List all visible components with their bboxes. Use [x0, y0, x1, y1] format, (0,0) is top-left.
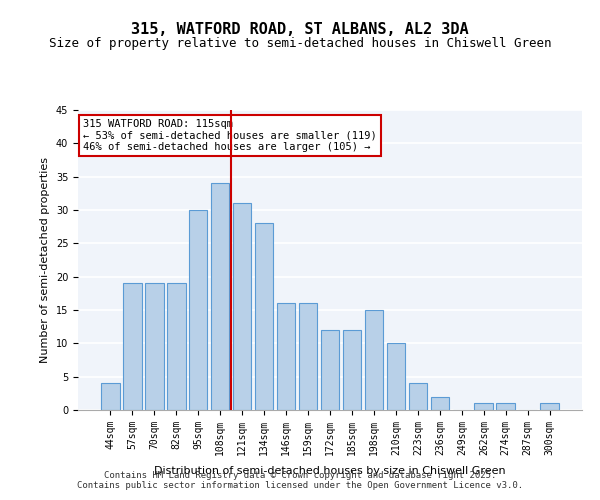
Text: 315, WATFORD ROAD, ST ALBANS, AL2 3DA: 315, WATFORD ROAD, ST ALBANS, AL2 3DA	[131, 22, 469, 38]
Bar	[431, 396, 449, 410]
Text: Size of property relative to semi-detached houses in Chiswell Green: Size of property relative to semi-detach…	[49, 38, 551, 51]
Bar	[233, 204, 251, 410]
Bar	[475, 404, 493, 410]
Bar	[211, 184, 229, 410]
Bar	[145, 284, 164, 410]
Bar	[123, 284, 142, 410]
Bar	[541, 404, 559, 410]
Bar	[167, 284, 185, 410]
Bar	[189, 210, 208, 410]
Bar	[320, 330, 340, 410]
Bar	[409, 384, 427, 410]
Bar	[365, 310, 383, 410]
Text: 315 WATFORD ROAD: 115sqm
← 53% of semi-detached houses are smaller (119)
46% of : 315 WATFORD ROAD: 115sqm ← 53% of semi-d…	[83, 119, 377, 152]
X-axis label: Distribution of semi-detached houses by size in Chiswell Green: Distribution of semi-detached houses by …	[154, 466, 506, 476]
Bar	[101, 384, 119, 410]
Text: Contains HM Land Registry data © Crown copyright and database right 2025.
Contai: Contains HM Land Registry data © Crown c…	[77, 470, 523, 490]
Y-axis label: Number of semi-detached properties: Number of semi-detached properties	[40, 157, 50, 363]
Bar	[277, 304, 295, 410]
Bar	[299, 304, 317, 410]
Bar	[255, 224, 274, 410]
Bar	[386, 344, 405, 410]
Bar	[343, 330, 361, 410]
Bar	[496, 404, 515, 410]
